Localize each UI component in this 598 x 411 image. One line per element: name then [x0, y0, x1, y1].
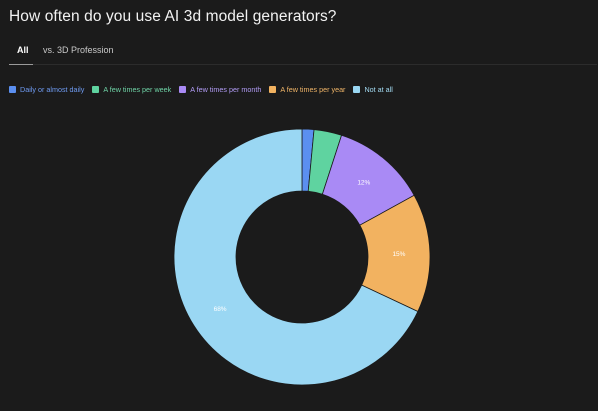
- data-label-few-times-year: 15%: [392, 251, 405, 258]
- legend-label-daily: Daily or almost daily: [20, 85, 85, 94]
- legend-swatch-not-at-all: [353, 86, 361, 93]
- page-title: How often do you use AI 3d model generat…: [9, 8, 337, 25]
- legend-item-few-times-month[interactable]: A few times per month: [179, 85, 261, 94]
- legend-swatch-few-times-week: [92, 86, 100, 93]
- tab-vs-3d-profession[interactable]: vs. 3D Profession: [43, 45, 114, 55]
- legend-label-not-at-all: Not at all: [364, 85, 393, 94]
- legend-label-few-times-year: A few times per year: [280, 85, 346, 94]
- legend-label-few-times-week: A few times per week: [103, 85, 172, 94]
- legend-item-few-times-year[interactable]: A few times per year: [269, 85, 345, 94]
- data-label-not-at-all: 68%: [214, 306, 227, 313]
- legend-swatch-few-times-month: [179, 86, 187, 93]
- tab-all[interactable]: All: [17, 45, 29, 55]
- slice-not-at-all[interactable]: [173, 128, 419, 386]
- legend-item-not-at-all[interactable]: Not at all: [353, 85, 393, 94]
- active-tab-indicator: [9, 64, 33, 65]
- tab-divider: [33, 64, 597, 65]
- legend-swatch-daily: [9, 86, 16, 93]
- data-label-few-times-month: 12%: [357, 179, 370, 186]
- legend-item-few-times-week[interactable]: A few times per week: [92, 85, 171, 94]
- chart-legend: Daily or almost daily A few times per we…: [9, 85, 393, 94]
- legend-label-few-times-month: A few times per month: [190, 85, 262, 94]
- tab-bar: All vs. 3D Profession: [9, 38, 598, 66]
- legend-item-daily[interactable]: Daily or almost daily: [9, 85, 84, 94]
- legend-swatch-few-times-year: [269, 86, 277, 93]
